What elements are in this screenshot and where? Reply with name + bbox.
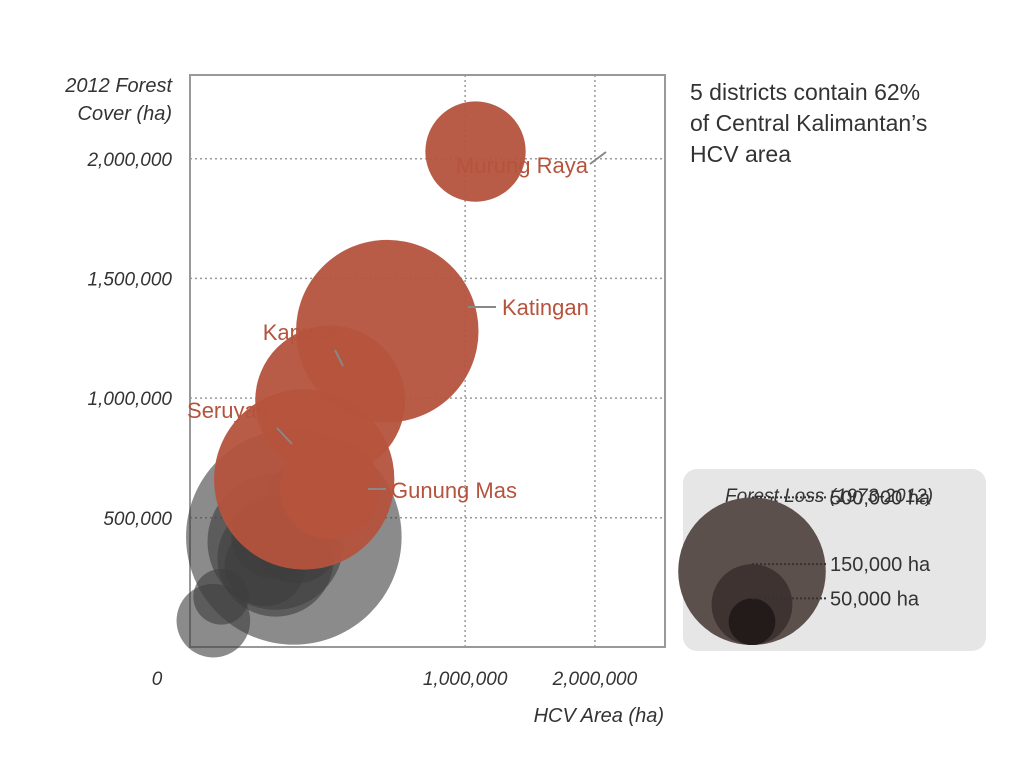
- y-tick-label-1: 1,000,000: [87, 389, 172, 410]
- annotation: 5 districts contain 62% of Central Kalim…: [690, 79, 927, 167]
- x-axis-label: HCV Area (ha): [534, 705, 664, 727]
- y-tick-label-2: 1,500,000: [87, 269, 172, 290]
- annotation-line-3: HCV area: [690, 141, 791, 167]
- x-tick-label-1: 1,000,000: [423, 669, 508, 690]
- bubble-murung-raya: [425, 101, 526, 202]
- plot-frame: [189, 74, 666, 648]
- callout-label-katingan: Katingan: [502, 295, 589, 320]
- y-axis-label-line-1: 2012 Forest: [64, 75, 173, 97]
- y-tick-label-3: 2,000,000: [86, 150, 172, 171]
- bubble-katingan: [296, 239, 479, 423]
- callout-label-seruyan: Seruyan: [187, 398, 269, 423]
- y-tick-label-0: 500,000: [103, 509, 172, 530]
- callout-leader-kapuas: [334, 349, 344, 367]
- size-legend: Forest Loss (1973-2012) 500,000 ha 150,00…: [678, 469, 986, 651]
- callout-label-murung-raya: Murung Raya: [456, 153, 589, 178]
- size-legend-bubble-2: [728, 598, 776, 645]
- callout-label-kapuas: Kapuas: [263, 320, 338, 345]
- bubbles: [176, 101, 526, 658]
- size-legend-label-1: 150,000 ha: [830, 554, 931, 576]
- y-axis-label-line-2: Cover (ha): [78, 103, 172, 125]
- callout-leader-seruyan: [276, 427, 293, 445]
- tick-labels: 500,000 1,000,000 1,500,000 2,000,000 0 1,000…: [86, 150, 637, 690]
- annotation-line-1: 5 districts contain 62%: [690, 79, 920, 105]
- callout-leader-murung-raya: [589, 151, 607, 165]
- callout-label-gunung-mas: Gunung Mas: [391, 478, 517, 503]
- callouts: Murung Raya Katingan Kapuas Seruyan Gunung M…: [187, 151, 607, 503]
- size-legend-label-2: 50,000 ha: [830, 588, 920, 610]
- annotation-line-2: of Central Kalimantan’s: [690, 110, 927, 136]
- x-tick-label-0: 0: [152, 669, 163, 690]
- x-tick-label-2: 2,000,000: [552, 669, 638, 690]
- size-legend-title: Forest Loss (1973-2012): [725, 486, 933, 507]
- size-legend-label-0: 500,000 ha: [830, 487, 931, 509]
